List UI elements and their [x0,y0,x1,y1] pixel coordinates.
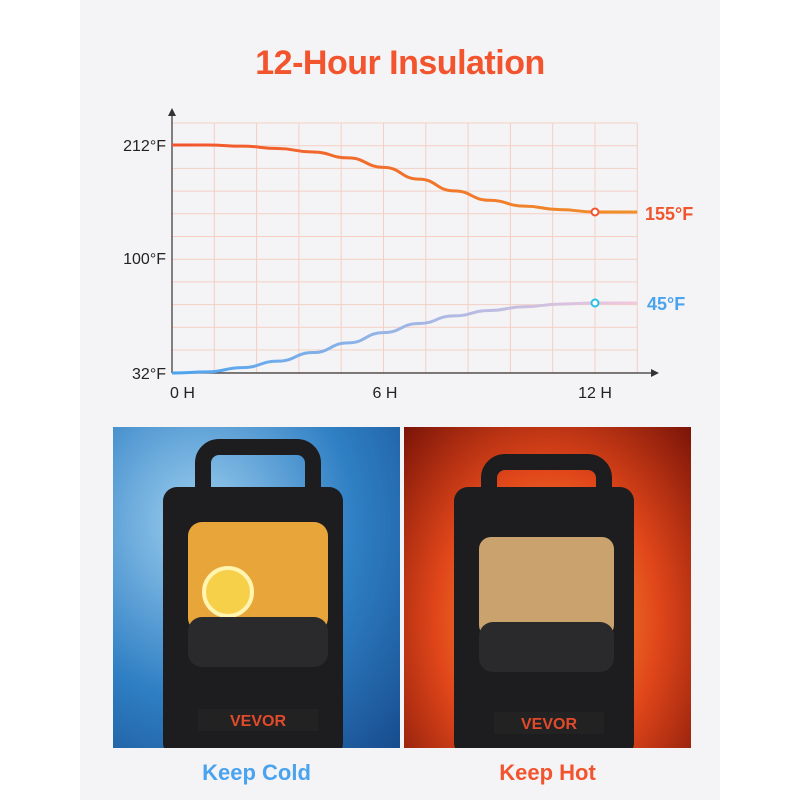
hot-end-label: 155°F [645,204,693,224]
y-tick-label: 212°F [123,138,166,155]
cold-product-photo: VEVOR [113,427,400,748]
hot-end-marker [590,207,600,217]
x-tick-label: 6 H [373,385,398,402]
hot-container-illustration: VEVOR [454,454,634,748]
y-tick-label: 32°F [132,366,166,383]
temperature-chart: 212°F 100°F 32°F 0 H 6 H 12 H 155°F 45°F [123,108,693,402]
keep-cold-caption: Keep Cold [202,760,311,785]
cold-series-line [171,301,638,375]
brand-logo: VEVOR [230,713,286,730]
y-axis-arrow [168,108,176,116]
grid [171,122,638,374]
page-title: 12-Hour Insulation [255,44,545,82]
y-tick-label: 100°F [123,251,166,268]
keep-hot-caption: Keep Hot [499,760,596,785]
brand-logo: VEVOR [521,716,577,733]
cold-end-marker [590,298,600,308]
cold-container-illustration: VEVOR [163,439,343,748]
x-axis-arrow [651,369,659,377]
x-tick-label: 12 H [578,385,612,402]
hot-series-line [172,143,638,214]
x-tick-label: 0 H [170,385,195,402]
cold-end-label: 45°F [647,294,685,314]
hot-product-photo: VEVOR [404,427,691,748]
